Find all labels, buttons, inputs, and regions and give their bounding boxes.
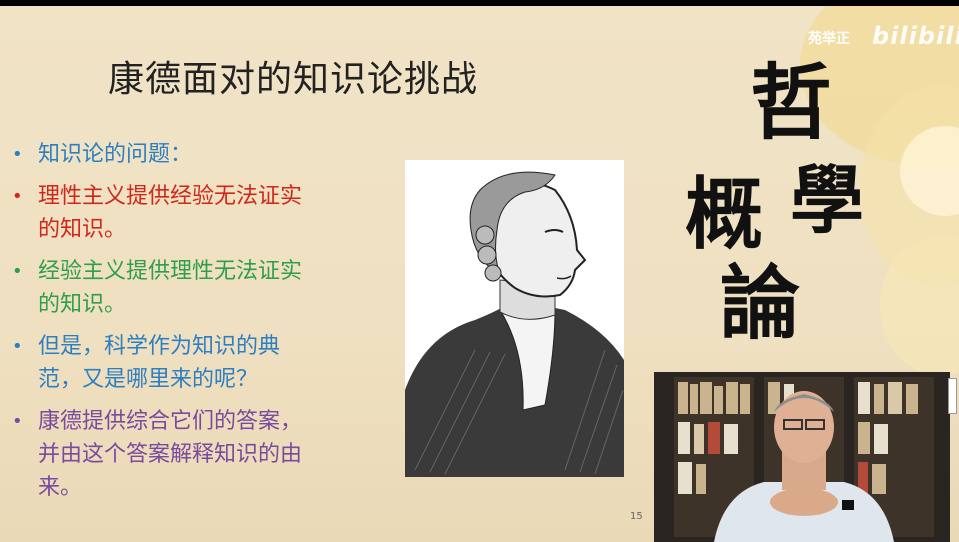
bullet-dot-icon: • [12, 180, 23, 213]
kant-portrait [405, 160, 624, 477]
bullet-dot-icon: • [12, 330, 23, 363]
uploader-watermark: 苑举正 [808, 28, 850, 48]
calligraphy-char: 論 [720, 256, 800, 350]
bullet-dot-icon: • [12, 405, 23, 438]
platform-logo: bilibili [872, 22, 959, 50]
calligraphy-artwork: 哲 學 概 論 [680, 36, 880, 356]
bullet-text: 经验主义提供理性无法证实的知识。 [38, 259, 302, 317]
bullet-item: • 康德提供综合它们的答案，并由这个答案解释知识的由来。 [12, 405, 312, 504]
bullet-item: • 经验主义提供理性无法证实的知识。 [12, 255, 312, 321]
bullet-text: 但是，科学作为知识的典范，又是哪里来的呢？ [38, 334, 280, 392]
page-number: 15 [630, 511, 643, 522]
bullet-dot-icon: • [12, 138, 23, 171]
bullet-text: 康德提供综合它们的答案，并由这个答案解释知识的由来。 [38, 409, 302, 500]
calligraphy-char: 概 [685, 169, 763, 260]
video-side-icon[interactable] [948, 378, 957, 414]
calligraphy-char: 學 [790, 158, 864, 244]
slide-title: 康德面对的知识论挑战 [108, 50, 478, 102]
bullet-list: • 知识论的问题： • 理性主义提供经验无法证实的知识。 • 经验主义提供理性无法证实的知… [12, 138, 312, 513]
bullet-item: • 知识论的问题： [12, 138, 312, 171]
bullet-text: 知识论的问题： [38, 142, 192, 167]
bullet-item: • 但是，科学作为知识的典范，又是哪里来的呢？ [12, 330, 312, 396]
bullet-text: 理性主义提供经验无法证实的知识。 [38, 184, 302, 242]
calligraphy-char: 哲 [750, 55, 832, 151]
bullet-dot-icon: • [12, 255, 23, 288]
bullet-item: • 理性主义提供经验无法证实的知识。 [12, 180, 312, 246]
presenter-video [654, 372, 950, 542]
